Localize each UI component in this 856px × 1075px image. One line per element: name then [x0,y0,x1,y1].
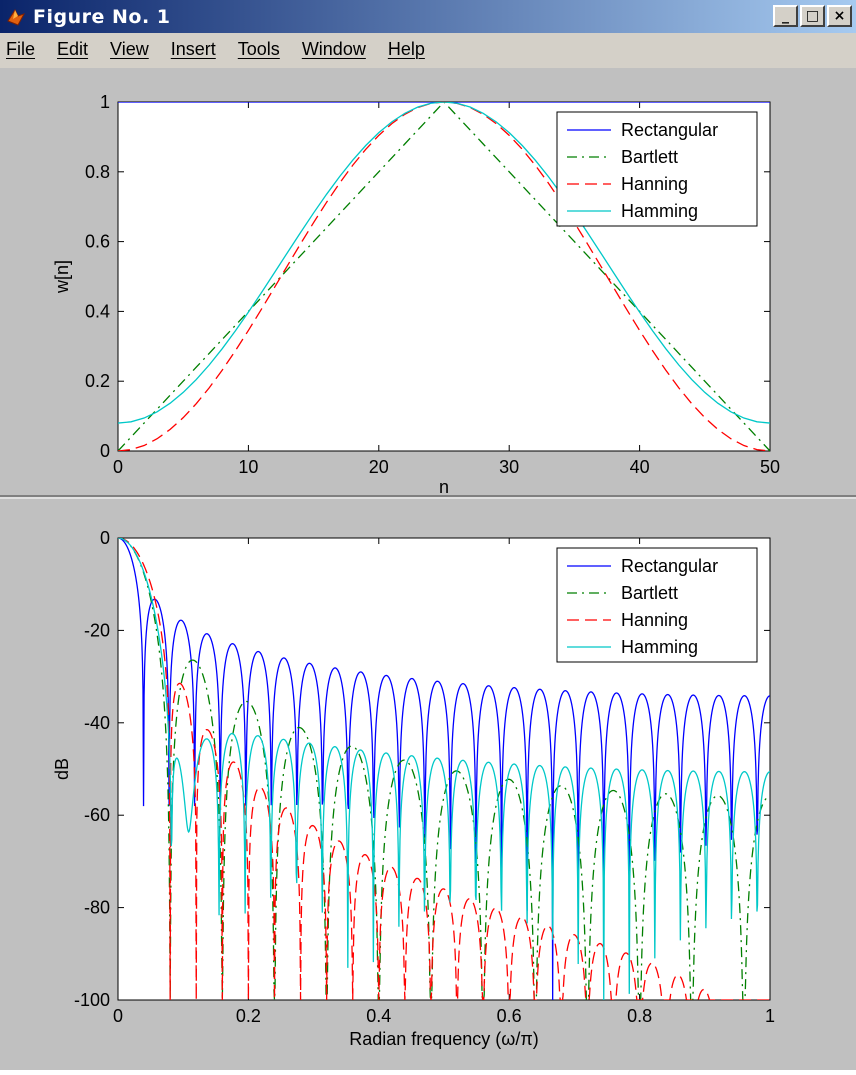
window-title: Figure No. 1 [33,5,171,28]
y-tick-label: 0.2 [85,371,110,391]
series-line-rectangular [118,538,770,1000]
legend-label-bartlett: Bartlett [621,583,678,603]
series-line-bartlett [118,102,770,451]
y-axis-label: dB [52,758,72,780]
freq-axes: 0 0.2 0.4 0.6 0.8 1 0 -20 -40 -60 -80 -100 dB Radian … [52,528,775,1049]
legend-label-rectangular: Rectangular [621,556,718,576]
y-tick-label: 0.4 [85,301,110,321]
matlab-logo-icon [5,6,27,28]
x-tick-label: 20 [369,457,389,477]
title-bar[interactable]: Figure No. 1 _ □ × [0,0,856,33]
menu-insert[interactable]: Insert [170,38,216,59]
y-tick-label: -100 [74,990,110,1010]
x-tick-label: 0.6 [497,1006,522,1026]
x-tick-label: 30 [499,457,519,477]
x-tick-label: 1 [765,1006,775,1026]
x-axis-label: Radian frequency (ω/π) [349,1029,539,1049]
legend-label-rectangular: Rectangular [621,120,718,140]
menu-tools[interactable]: Tools [237,38,280,59]
y-tick-label: 0.8 [85,162,110,182]
x-tick-label: 0 [113,1006,123,1026]
series-line-hamming [118,538,770,1000]
y-axis-label: w[n] [52,260,72,294]
y-tick-label: 0.6 [85,232,110,252]
legend: Rectangular Bartlett Hanning Hamming [556,111,758,227]
menu-edit[interactable]: Edit [57,38,89,59]
series-line-bartlett [118,538,770,1000]
legend: Rectangular Bartlett Hanning Hamming [556,547,758,663]
series-line-hanning [118,102,770,451]
menu-help[interactable]: Help [387,38,425,59]
y-tick-label: -20 [84,620,110,640]
menu-window[interactable]: Window [301,38,366,59]
legend-box [556,547,758,663]
x-tick-label: 0.8 [627,1006,652,1026]
menu-bar: File Edit View Insert Tools Window Help [0,33,856,65]
figure-canvas: 0 10 20 30 40 50 0 0.2 0.4 0.6 0.8 1 w[n] n Rectangula… [0,68,856,1070]
legend-label-hanning: Hanning [621,174,688,194]
legend-box [556,111,758,227]
y-tick-label: 0 [100,441,110,461]
y-tick-label: 0 [100,528,110,548]
legend-label-hamming: Hamming [621,637,698,657]
x-axis-label: n [439,477,449,497]
legend-label-hamming: Hamming [621,201,698,221]
figure-svg: 0 10 20 30 40 5000.20.40.60.81w[n]nRectangula… [0,68,856,1070]
close-button[interactable]: × [827,5,852,27]
menu-view[interactable]: View [110,38,149,59]
y-tick-label: -80 [84,898,110,918]
y-tick-label: -60 [84,805,110,825]
x-tick-label: 0 [113,457,123,477]
time-axes: 0 10 20 30 40 50 0 0.2 0.4 0.6 0.8 1 w[n] n Rectangula… [52,92,780,497]
series-line-hamming [118,102,770,424]
x-tick-label: 10 [238,457,258,477]
legend-label-bartlett: Bartlett [621,147,678,167]
y-tick-label: 1 [100,92,110,112]
series-line-hanning [118,538,770,1000]
legend-label-hanning: Hanning [621,610,688,630]
maximize-button[interactable]: □ [800,5,825,27]
window-controls: _ □ × [771,5,852,27]
x-tick-label: 50 [760,457,780,477]
minimize-button[interactable]: _ [773,5,798,27]
menu-file[interactable]: File [6,38,36,59]
x-tick-label: 0.2 [236,1006,261,1026]
x-tick-label: 0.4 [366,1006,391,1026]
x-tick-label: 40 [630,457,650,477]
y-tick-label: -40 [84,713,110,733]
